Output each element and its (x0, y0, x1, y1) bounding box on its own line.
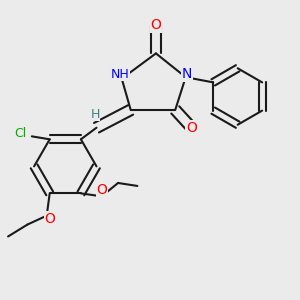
Text: H: H (90, 108, 100, 121)
Text: O: O (96, 183, 107, 197)
Text: N: N (182, 67, 192, 81)
Text: O: O (151, 18, 161, 32)
Text: NH: NH (111, 68, 130, 81)
Text: O: O (44, 212, 55, 226)
Text: O: O (186, 121, 197, 135)
Text: Cl: Cl (14, 127, 26, 140)
